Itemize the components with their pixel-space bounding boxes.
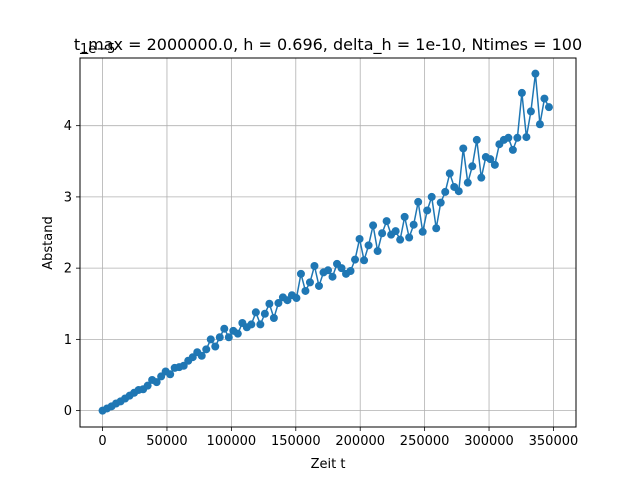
data-point [274,299,283,308]
chart-title: t_max = 2000000.0, h = 0.696, delta_h = … [74,35,582,55]
data-point [508,145,517,154]
data-point [324,266,332,275]
data-point [224,333,233,342]
data-point [517,88,526,97]
x-axis-label: Zeit t [311,457,346,472]
data-point [540,94,549,103]
x-tick-label: 150000 [271,434,321,449]
data-point [535,120,544,129]
data-point [314,281,323,290]
data-point [220,324,229,333]
data-point [251,308,260,317]
data-point [355,234,364,243]
data-point [409,220,418,229]
data-point [369,221,378,230]
data-point [513,133,522,142]
x-tick-label: 100000 [207,434,257,449]
data-point [441,187,450,196]
y-axis-ticks: 0 1 2 3 4 [64,119,80,419]
data-point [418,227,427,236]
data-point [504,133,513,142]
data-point [396,235,405,244]
data-point [432,224,441,233]
data-point [423,206,432,215]
data-point [328,272,337,281]
x-axis-ticks: 0 50000 100000 150000 200000 250000 300000 3500… [98,427,578,449]
data-point [247,320,256,329]
x-tick-label: 250000 [400,434,450,449]
x-tick-label: 50000 [146,434,187,449]
data-point [522,133,531,142]
data-point [526,107,535,116]
plot-frame [79,57,577,428]
data-point [364,241,373,250]
data-point [351,255,360,264]
data-point [472,135,481,144]
data-point [531,69,540,78]
data-point [405,233,414,242]
data-point [211,342,220,351]
data-point [337,264,346,273]
data-point [292,294,301,303]
x-tick-label: 200000 [335,434,385,449]
data-point [436,198,445,207]
data-point [454,187,463,196]
data-point [477,173,486,182]
data-point [166,370,175,379]
data-series [98,69,553,415]
y-tick-label: 0 [64,404,72,419]
data-point [373,247,382,256]
data-point [414,197,423,206]
data-point [301,286,310,295]
data-point [463,178,472,187]
y-tick-label: 2 [64,262,72,277]
data-point [391,227,400,236]
data-point [490,160,499,169]
y-axis-label: Abstand [41,216,56,269]
data-point [269,314,278,323]
data-point [544,103,553,112]
data-point [427,192,436,201]
data-point [382,217,391,226]
x-tick-label: 300000 [464,434,514,449]
data-point [296,269,305,278]
data-point [206,335,215,344]
data-point [459,144,468,153]
data-point [152,378,161,387]
data-point [233,329,242,338]
y-offset-label: 1e−5 [80,42,115,57]
x-tick-label: 0 [98,434,106,449]
data-point [215,333,224,342]
data-point [468,162,477,171]
data-point [197,351,206,360]
data-point [310,262,319,271]
y-tick-label: 3 [64,190,72,205]
data-point [260,309,269,318]
data-point [346,266,355,275]
y-tick-label: 1 [64,333,72,348]
x-tick-label: 350000 [529,434,579,449]
data-point [202,345,211,354]
data-point [143,381,152,390]
data-point [360,256,369,265]
y-tick-label: 4 [64,119,72,134]
data-point [256,320,265,329]
data-point [265,299,274,308]
data-point [400,212,409,221]
data-point [445,169,454,178]
data-point [486,155,495,164]
data-point [378,229,387,238]
data-point [305,278,314,287]
